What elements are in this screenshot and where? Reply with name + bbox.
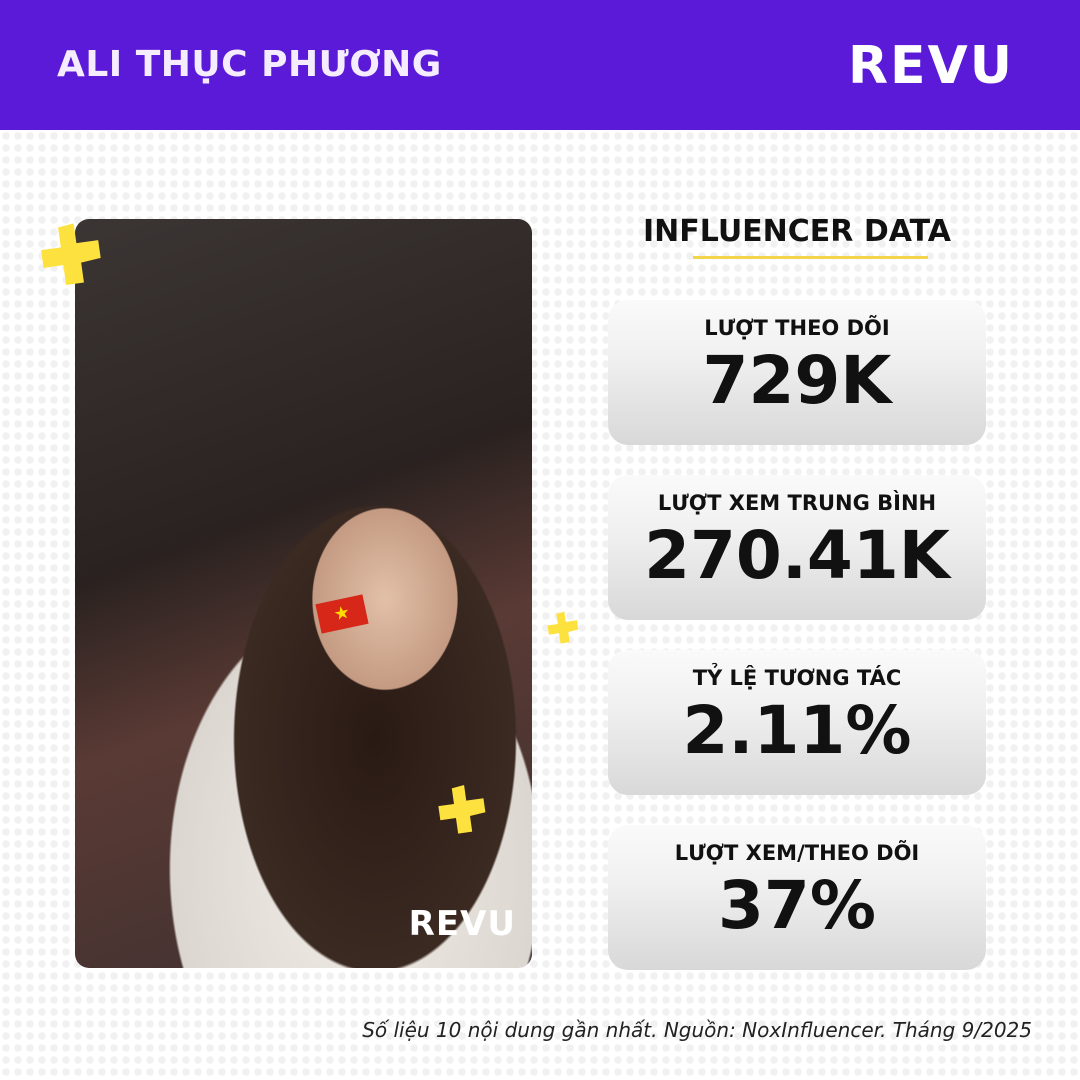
plus-sparkle-icon — [438, 785, 486, 834]
stat-label: LƯỢT THEO DÕI — [704, 316, 890, 340]
photo-watermark: REVU — [408, 904, 516, 944]
section-title: INFLUENCER DATA — [643, 214, 951, 249]
stat-card-engagement-rate: TỶ LỆ TƯƠNG TÁC 2.11% — [608, 650, 986, 795]
stat-card-views-per-follower: LƯỢT XEM/THEO DÕI 37% — [608, 825, 986, 970]
stat-value: 729K — [702, 342, 892, 419]
stat-value: 2.11% — [682, 692, 912, 769]
plus-sparkle-icon — [547, 611, 579, 644]
influencer-name: ALI THỤC PHƯƠNG — [57, 44, 442, 85]
stat-value: 37% — [718, 867, 876, 944]
title-underline — [693, 256, 928, 259]
vietnam-flag-pin: ★ — [315, 594, 369, 634]
stat-card-avg-views: LƯỢT XEM TRUNG BÌNH 270.41K — [608, 475, 986, 620]
stat-label: LƯỢT XEM/THEO DÕI — [674, 841, 920, 865]
source-footnote: Số liệu 10 nội dung gần nhất. Nguồn: Nox… — [362, 1018, 1032, 1042]
brand-logo: REVU — [847, 36, 1014, 96]
stat-value: 270.41K — [644, 517, 950, 594]
influencer-photo: ★ REVU — [75, 219, 532, 968]
header-bar: ALI THỤC PHƯƠNG REVU — [0, 0, 1080, 130]
stat-label: TỶ LỆ TƯƠNG TÁC — [692, 666, 902, 690]
plus-sparkle-icon — [41, 223, 101, 285]
stat-card-followers: LƯỢT THEO DÕI 729K — [608, 300, 986, 445]
stat-label: LƯỢT XEM TRUNG BÌNH — [657, 491, 937, 515]
